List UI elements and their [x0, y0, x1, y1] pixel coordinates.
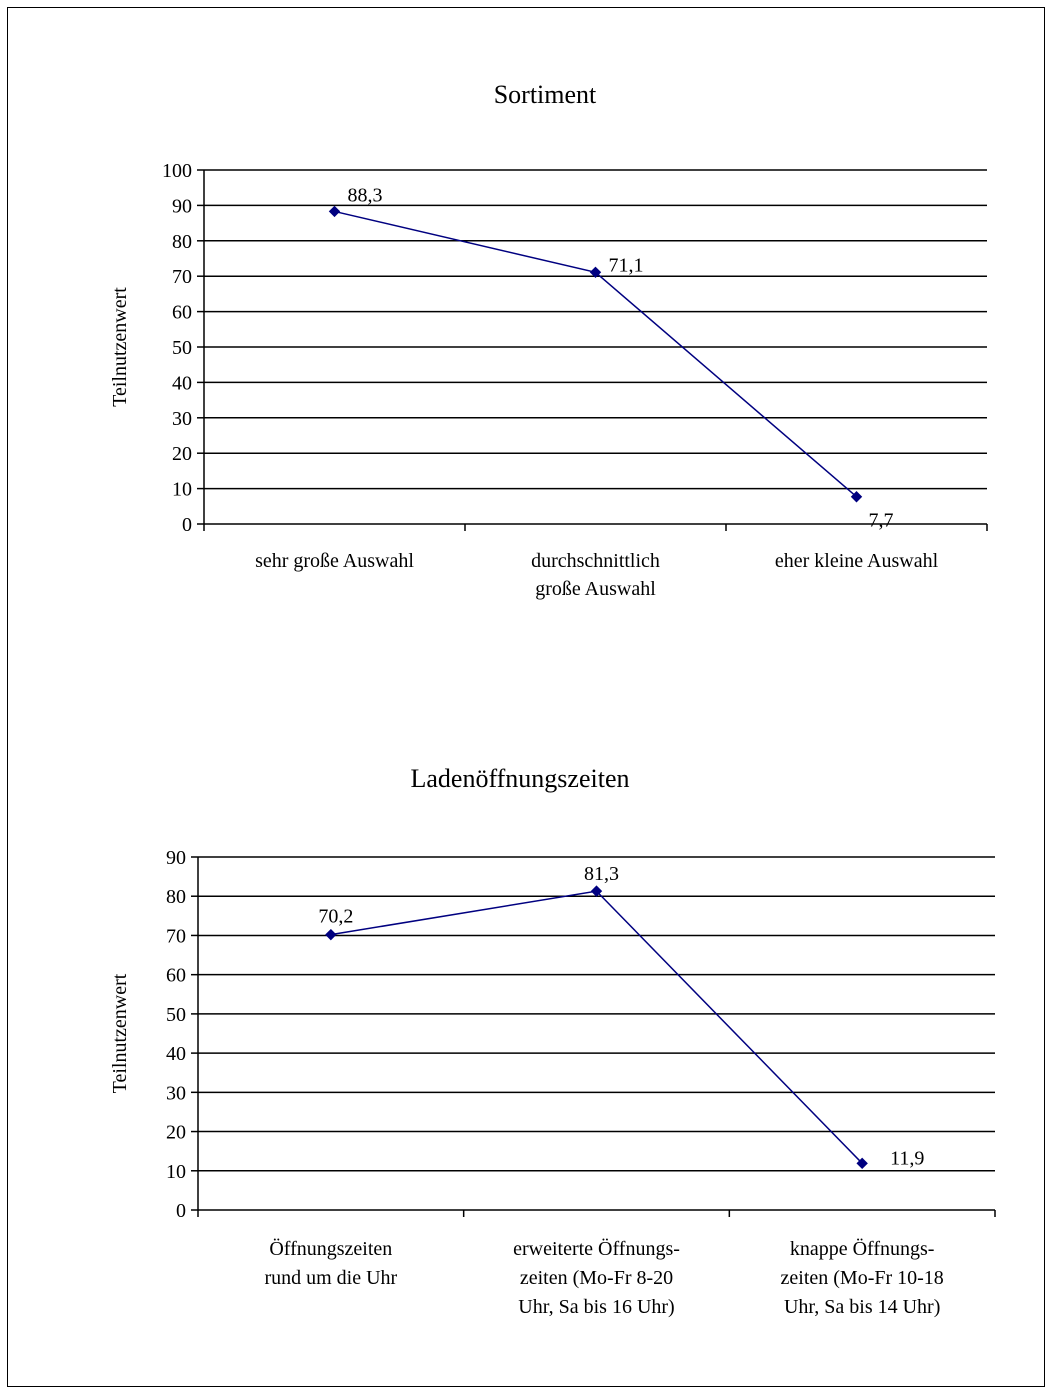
y-tick-label: 40: [166, 1043, 186, 1065]
data-point: [325, 928, 337, 941]
y-tick-label: 80: [172, 231, 192, 253]
y-tick-label: 20: [166, 1122, 186, 1144]
y-axis-label: Teilnutzenwert: [109, 287, 131, 407]
y-tick-label: 10: [166, 1161, 186, 1183]
data-point: [590, 885, 603, 897]
data-label: 88,3: [348, 184, 383, 206]
y-tick-label: 0: [176, 1200, 186, 1222]
data-point: [856, 1157, 868, 1170]
x-category-label: durchschnittlich große Auswahl: [531, 550, 660, 600]
x-category-label: knappe Öffnungs-zeiten (Mo-Fr 10-18 Uhr, …: [781, 1237, 944, 1318]
chart-title: Sortiment: [494, 80, 597, 109]
y-tick-label: 20: [172, 443, 192, 465]
series-line: [330, 890, 863, 1164]
y-tick-label: 80: [166, 886, 186, 908]
y-tick-label: 50: [172, 337, 192, 359]
y-tick-label: 40: [172, 372, 192, 394]
x-category-label: eher kleine Auswahl: [775, 550, 939, 572]
data-label: 11,9: [890, 1147, 924, 1169]
x-category-label: sehr große Auswahl: [255, 550, 414, 572]
chart-1: Sortiment 0 10 20 30 40 50 60 70 80 90 100 Teilnutze…: [109, 80, 988, 600]
y-tick-label: 60: [172, 302, 192, 324]
data-label: 7,7: [869, 510, 894, 532]
x-category-label: Öffnungszeiten rund um die Uhr: [264, 1237, 397, 1289]
y-tick-label: 90: [172, 195, 192, 217]
chart-2: Ladenöffnungszeiten 0 10 20 30 40 50 60 70 80 90 Te…: [109, 764, 996, 1318]
y-axis-label: Teilnutzenwert: [109, 973, 131, 1093]
y-tick-label: 0: [182, 514, 192, 536]
data-point: [850, 491, 863, 503]
y-tick-label: 30: [172, 408, 192, 430]
data-point: [328, 205, 341, 218]
y-tick-label: 10: [172, 479, 192, 501]
y-tick-label: 50: [166, 1004, 186, 1026]
data-label: 70,2: [318, 906, 353, 928]
data-point: [589, 266, 602, 279]
chart-frame: [7, 7, 1045, 1387]
y-tick-label: 70: [172, 266, 192, 288]
x-category-label: erweiterte Öffnungs-zeiten (Mo-Fr 8-20 Uh…: [513, 1237, 680, 1318]
y-tick-label: 90: [166, 847, 186, 869]
data-label: 71,1: [609, 254, 644, 276]
chart-title: Ladenöffnungszeiten: [411, 764, 630, 793]
data-label: 81,3: [584, 863, 619, 885]
y-tick-label: 100: [162, 160, 192, 182]
y-tick-label: 60: [166, 965, 186, 987]
y-tick-label: 30: [166, 1082, 186, 1104]
y-tick-label: 70: [166, 925, 186, 947]
